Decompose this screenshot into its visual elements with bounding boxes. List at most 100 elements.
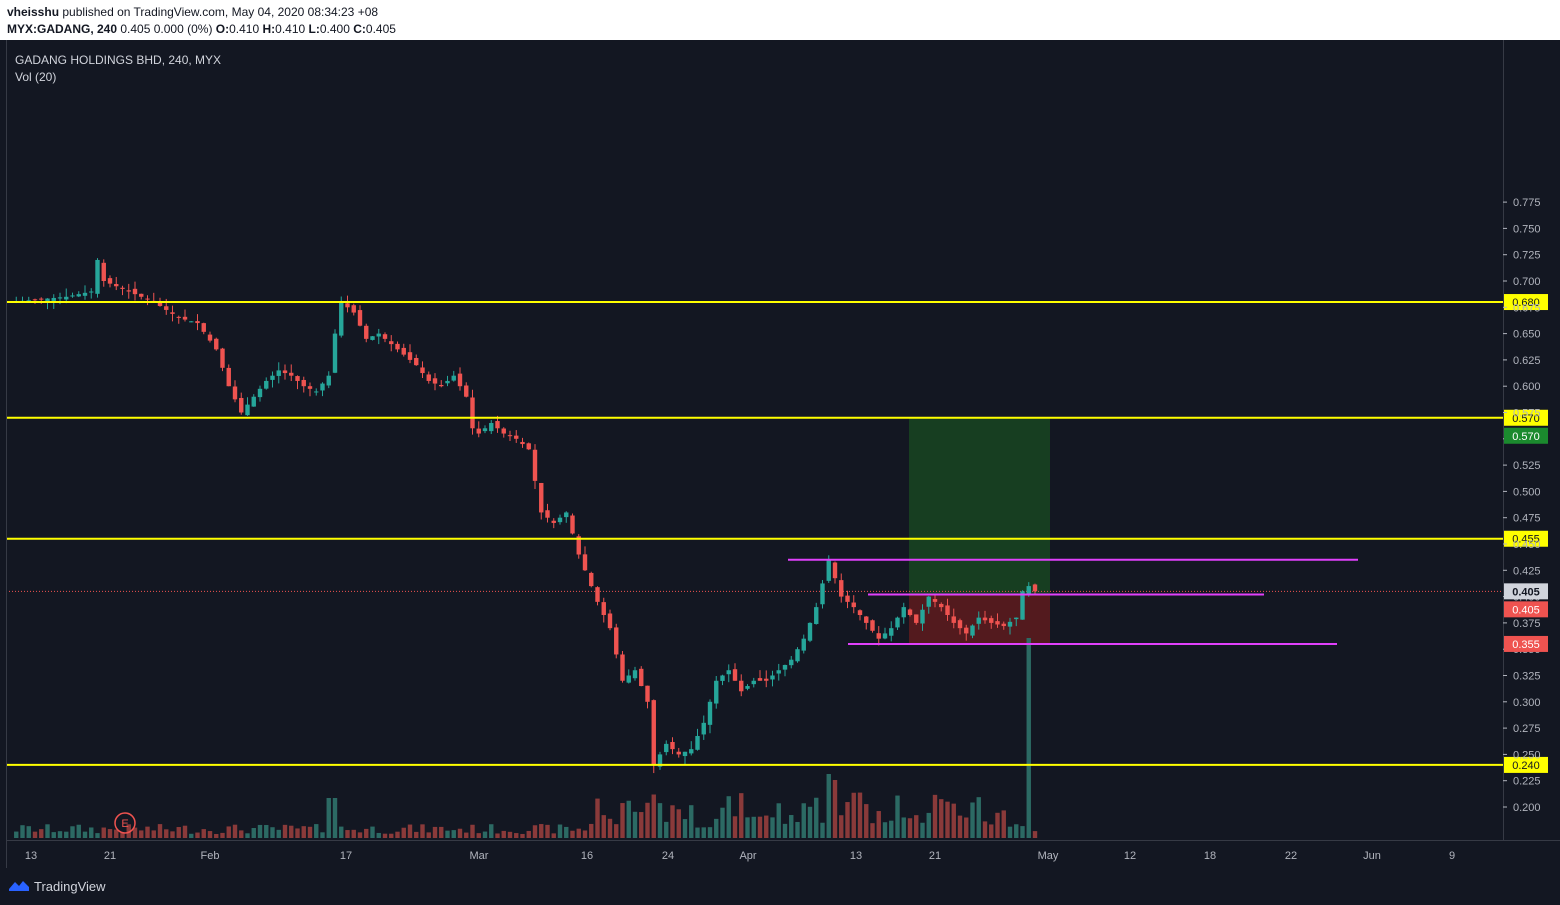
y-tick-label: 0.275: [1513, 723, 1541, 735]
legend-title: GADANG HOLDINGS BHD, 240, MYX: [15, 53, 221, 67]
tradingview-brand[interactable]: TradingView: [34, 879, 106, 894]
candle-body: [776, 670, 781, 674]
volume-bar: [1001, 810, 1006, 838]
candle-body: [376, 333, 381, 337]
price-axis[interactable]: 0.775 0.750 0.725 0.700 0.675 0.650 0.625 0.600…: [1503, 197, 1541, 814]
volume-bar: [420, 824, 425, 838]
y-tick-label: 0.600: [1513, 381, 1541, 393]
volume-bar: [532, 825, 538, 838]
candle-body: [520, 441, 525, 445]
candle-body: [632, 670, 638, 679]
volume-bar: [376, 832, 381, 838]
candle-body: [707, 701, 713, 725]
volume-bar: [939, 799, 944, 838]
volume-bar: [976, 797, 981, 838]
volume-bar: [626, 800, 631, 838]
candle-body: [1001, 623, 1006, 627]
candle-body: [914, 614, 919, 623]
volume-bar: [876, 811, 881, 838]
candle-body: [1014, 617, 1019, 620]
volume-bar: [270, 827, 275, 838]
candle-body: [882, 633, 888, 639]
candle-body: [601, 602, 606, 616]
candle-body: [726, 670, 731, 675]
volume-bar: [482, 831, 488, 838]
candle-body: [282, 370, 288, 374]
time-axis[interactable]: 13 21 Feb 17 Mar 16 24 Apr 13 21 May 12 18 22 Jun 9: [25, 850, 1455, 862]
price-tag-label: 0.405: [1512, 604, 1540, 616]
candle-body: [201, 323, 206, 332]
candle-body: [745, 686, 750, 689]
candle-body: [457, 373, 463, 387]
volume-bar: [57, 831, 63, 838]
candle-body: [164, 306, 169, 310]
candle-body: [801, 638, 806, 651]
candle-body: [607, 613, 613, 629]
candle-body: [295, 376, 300, 381]
x-tick-label: 12: [1124, 850, 1136, 862]
volume-bar: [995, 812, 1000, 838]
horizontal-level-tag: [1504, 409, 1548, 426]
candle-body: [576, 536, 581, 555]
x-tick-label: Mar: [470, 850, 489, 862]
x-tick-label: 13: [850, 850, 862, 862]
candle-body: [695, 735, 700, 750]
candle-body: [551, 520, 556, 523]
x-tick-label: 21: [929, 850, 941, 862]
candle-body: [564, 512, 569, 518]
y-tick-label: 0.625: [1513, 355, 1541, 367]
volume-bar: [132, 827, 138, 838]
target-zone[interactable]: [909, 417, 1050, 595]
volume-bar: [826, 774, 831, 838]
volume-bar: [145, 826, 150, 838]
volume-bar: [589, 823, 594, 838]
candle-body: [270, 375, 275, 380]
candle-body: [982, 617, 988, 621]
volume-bar: [926, 812, 931, 838]
candle-body: [614, 627, 619, 655]
candle-body: [170, 312, 175, 314]
candle-body: [26, 300, 31, 302]
publication-header: vheisshu published on TradingView.com, M…: [0, 0, 1560, 40]
candle-body: [626, 675, 631, 683]
candle-body: [370, 336, 375, 340]
tradingview-logo-icon[interactable]: [8, 877, 30, 895]
candle-body: [326, 375, 331, 386]
volume-bar: [339, 826, 344, 838]
horizontal-level-tag: [1504, 756, 1548, 773]
candle-body: [945, 605, 950, 616]
horizontal-levels[interactable]: 0.680 0.570 0.455 0.240: [6, 294, 1548, 773]
y-tick-label: 0.500: [1513, 486, 1541, 498]
candle-body: [920, 609, 925, 624]
candle-body: [870, 620, 875, 631]
candle-body: [57, 297, 63, 299]
candle-body: [107, 278, 113, 284]
earnings-marker-label: E: [121, 818, 128, 830]
candle-body: [332, 333, 338, 373]
candle-body: [889, 628, 894, 636]
candle-body: [557, 517, 563, 523]
trend-lines[interactable]: [788, 558, 1358, 645]
price-labels: 0.570 0.405 0.405 0.355: [1504, 427, 1548, 652]
price-chart[interactable]: 0.680 0.570 0.455 0.240 0.775 0.750 0.725 0.70…: [0, 40, 1560, 868]
candle-body: [220, 348, 225, 368]
volume-bar: [1032, 831, 1038, 838]
volume-bar: [439, 826, 444, 838]
volume-bar: [307, 826, 313, 838]
candle-body: [401, 347, 406, 355]
volume-bar: [726, 796, 731, 838]
volume-bar: [945, 801, 950, 838]
volume-bar: [614, 824, 619, 838]
volume-bar: [851, 792, 856, 838]
author-name[interactable]: vheisshu: [7, 5, 60, 19]
y-tick-label: 0.725: [1513, 250, 1541, 262]
candle-body: [782, 664, 788, 670]
candle-body: [845, 595, 850, 602]
earnings-marker[interactable]: E: [114, 812, 136, 834]
volume-bar: [364, 828, 369, 838]
candle-body: [451, 375, 456, 381]
price-tag: [1504, 427, 1548, 444]
volume-bar: [82, 831, 88, 838]
y-tick-label: 0.675: [1513, 302, 1541, 314]
candle-body: [120, 287, 125, 289]
